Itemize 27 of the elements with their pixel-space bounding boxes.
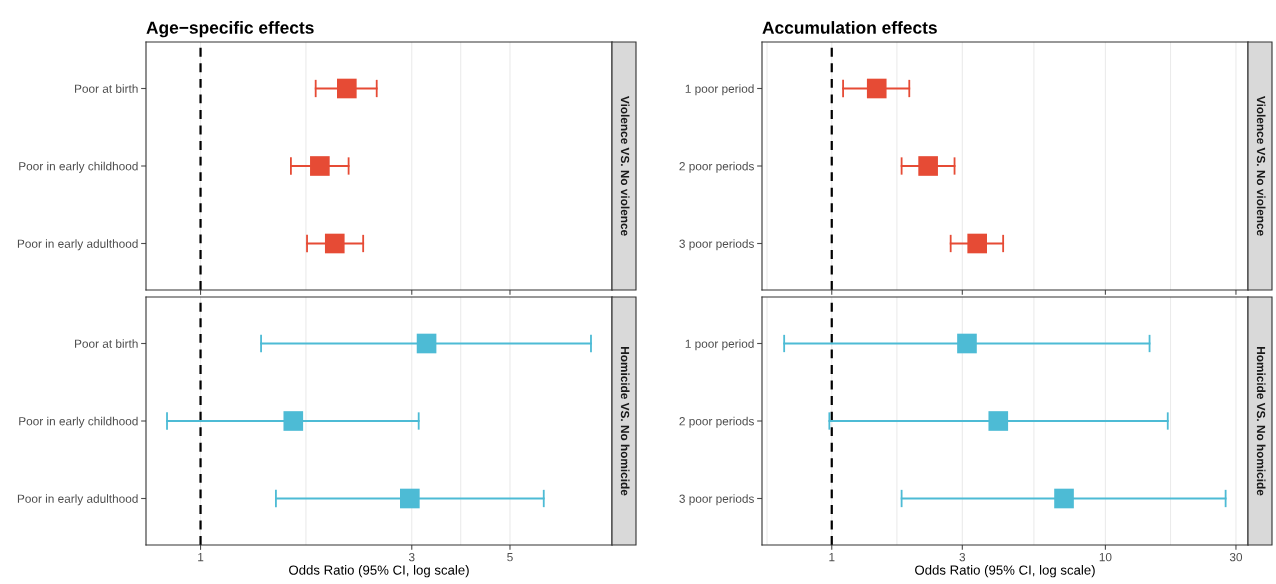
y-tick-label: Poor in early childhood <box>19 416 138 428</box>
x-tick-label: 1 <box>829 553 835 562</box>
chart-title: Age−specific effects <box>146 21 314 38</box>
x-tick-label: 1 <box>198 553 204 562</box>
x-tick-label: 10 <box>1099 552 1112 562</box>
x-tick-label: 5 <box>507 553 513 562</box>
y2-axis-title: Homicide VS. No homicide <box>1256 347 1266 496</box>
y-tick-label: Poor at birth <box>75 339 138 348</box>
x-axis-title: Odds Ratio (95% CI, log scale) <box>915 565 1095 578</box>
y-tick-label: Poor in early adulthood <box>17 239 138 251</box>
x-tick-label: 3 <box>959 552 966 562</box>
y-tick-label: 1 poor period <box>685 339 754 351</box>
y-tick-label: Poor in early adulthood <box>17 494 138 506</box>
y2-axis-title: Violence VS. No violence <box>620 95 630 236</box>
x-axis-title: Odds Ratio (95% CI, log scale) <box>289 565 469 578</box>
y-tick-label: 1 poor period <box>685 84 754 96</box>
y2-axis-title: Violence VS. No violence <box>1256 95 1266 236</box>
y-tick-label: 2 poor periods <box>679 161 754 173</box>
y-tick-label: 3 poor periods <box>679 494 754 506</box>
y-tick-label: Poor in early childhood <box>19 161 138 173</box>
x-tick-label: 3 <box>408 552 415 562</box>
y2-axis-title: Homicide VS. No homicide <box>620 347 630 496</box>
chart-title: Accumulation effects <box>762 21 937 34</box>
y-tick-label: 2 poor periods <box>679 416 754 428</box>
y-tick-label: Poor at birth <box>75 84 138 93</box>
x-tick-label: 30 <box>1229 552 1243 562</box>
y-tick-label: 3 poor periods <box>679 239 754 251</box>
